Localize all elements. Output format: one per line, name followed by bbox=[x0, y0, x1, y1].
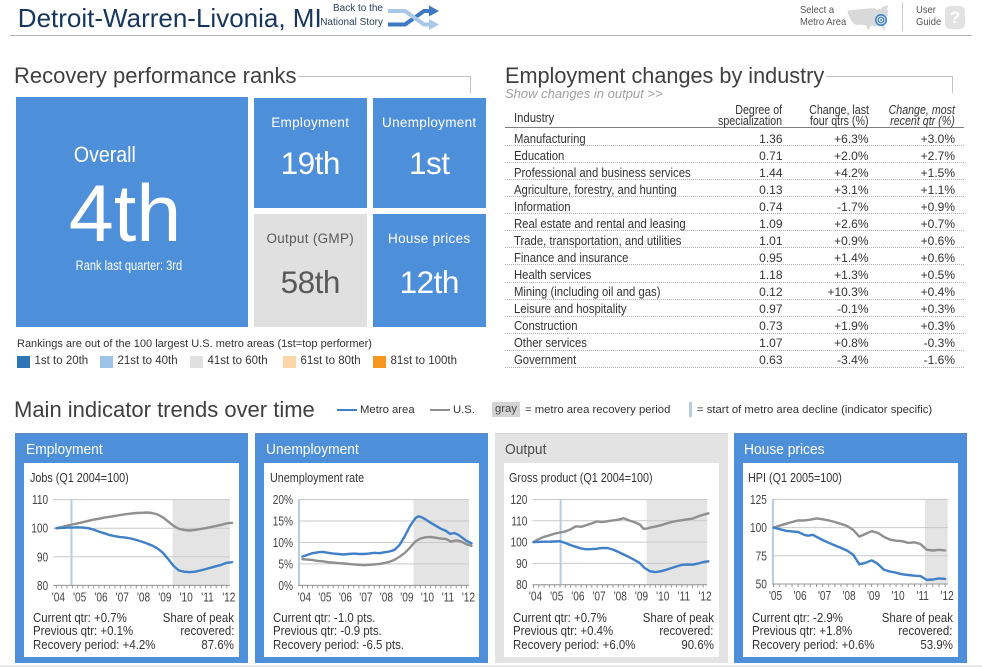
svg-text:'12: '12 bbox=[462, 590, 475, 604]
svg-text:110: 110 bbox=[511, 514, 528, 528]
svg-text:'04: '04 bbox=[52, 590, 66, 604]
svg-text:'05: '05 bbox=[550, 590, 563, 604]
svg-text:'06: '06 bbox=[571, 590, 584, 604]
svg-text:100: 100 bbox=[31, 522, 48, 536]
svg-text:'09: '09 bbox=[400, 590, 413, 604]
svg-text:15%: 15% bbox=[273, 514, 293, 528]
svg-text:'11: '11 bbox=[201, 590, 213, 604]
svg-text:100: 100 bbox=[749, 521, 766, 535]
svg-text:'08: '08 bbox=[842, 589, 855, 603]
svg-text:10%: 10% bbox=[273, 536, 293, 550]
svg-text:75: 75 bbox=[755, 549, 766, 563]
svg-text:110: 110 bbox=[32, 493, 49, 507]
svg-text:'09: '09 bbox=[158, 590, 171, 604]
svg-text:'06: '06 bbox=[94, 590, 107, 604]
svg-text:'12: '12 bbox=[222, 590, 235, 604]
svg-text:'11: '11 bbox=[916, 589, 928, 603]
svg-text:'12: '12 bbox=[698, 590, 711, 604]
svg-text:'12: '12 bbox=[940, 589, 953, 603]
svg-text:'04: '04 bbox=[298, 590, 312, 604]
svg-text:'05: '05 bbox=[769, 589, 782, 603]
svg-text:'06: '06 bbox=[793, 589, 806, 603]
svg-text:'07: '07 bbox=[116, 590, 129, 604]
svg-text:'09: '09 bbox=[634, 590, 647, 604]
svg-text:'06: '06 bbox=[339, 590, 352, 604]
svg-text:'10: '10 bbox=[891, 589, 905, 603]
svg-text:'10: '10 bbox=[180, 590, 194, 604]
svg-text:'10: '10 bbox=[421, 590, 435, 604]
svg-text:'08: '08 bbox=[380, 590, 393, 604]
svg-text:90: 90 bbox=[37, 550, 49, 564]
svg-text:'11: '11 bbox=[677, 590, 689, 604]
svg-text:'08: '08 bbox=[613, 590, 626, 604]
svg-text:80: 80 bbox=[37, 579, 49, 593]
svg-text:'09: '09 bbox=[866, 589, 879, 603]
svg-text:'05: '05 bbox=[318, 590, 331, 604]
svg-text:'07: '07 bbox=[359, 590, 372, 604]
svg-text:0%: 0% bbox=[278, 579, 293, 593]
svg-text:125: 125 bbox=[749, 493, 766, 507]
svg-text:'07: '07 bbox=[817, 589, 830, 603]
svg-text:'05: '05 bbox=[73, 590, 86, 604]
svg-text:90: 90 bbox=[516, 557, 528, 571]
svg-text:5%: 5% bbox=[278, 557, 293, 571]
svg-text:20%: 20% bbox=[273, 493, 293, 507]
svg-text:'08: '08 bbox=[137, 590, 150, 604]
svg-text:120: 120 bbox=[510, 493, 527, 507]
svg-text:50: 50 bbox=[755, 577, 767, 591]
svg-text:100: 100 bbox=[510, 535, 527, 549]
svg-text:'07: '07 bbox=[592, 590, 605, 604]
svg-text:'11: '11 bbox=[442, 590, 454, 604]
svg-text:'10: '10 bbox=[656, 590, 670, 604]
svg-text:80: 80 bbox=[516, 578, 528, 592]
svg-text:'04: '04 bbox=[528, 590, 542, 604]
